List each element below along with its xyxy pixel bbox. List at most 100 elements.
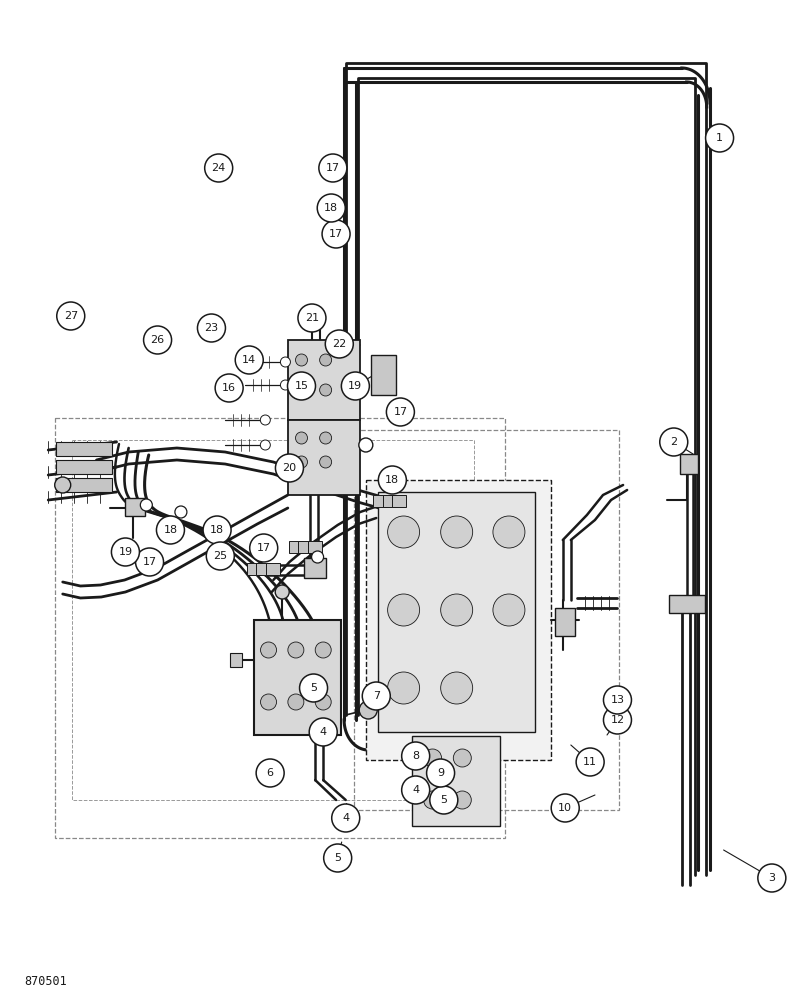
Circle shape (144, 326, 171, 354)
Bar (679, 454, 697, 474)
Circle shape (402, 742, 429, 770)
Circle shape (378, 466, 406, 494)
Text: 17: 17 (325, 163, 340, 173)
Circle shape (309, 718, 336, 746)
Circle shape (551, 794, 578, 822)
Bar (365, 480, 550, 760)
Circle shape (315, 642, 331, 658)
Circle shape (402, 776, 429, 804)
Circle shape (215, 374, 243, 402)
Circle shape (358, 438, 373, 452)
Text: 25: 25 (213, 551, 227, 561)
Text: 17: 17 (256, 543, 271, 553)
Bar (298, 541, 312, 553)
Text: 5: 5 (440, 795, 446, 805)
Circle shape (315, 694, 331, 710)
Text: 17: 17 (393, 407, 407, 417)
Text: 19: 19 (348, 381, 362, 391)
Text: 4: 4 (342, 813, 349, 823)
Circle shape (206, 542, 234, 570)
Circle shape (325, 330, 353, 358)
Text: 26: 26 (150, 335, 165, 345)
Bar (56, 460, 112, 474)
Text: 19: 19 (118, 547, 132, 557)
Circle shape (260, 694, 276, 710)
Bar (308, 541, 321, 553)
Text: 4: 4 (412, 785, 418, 795)
Circle shape (296, 354, 307, 366)
Text: 27: 27 (63, 311, 78, 321)
Circle shape (296, 432, 307, 444)
Bar (382, 495, 396, 507)
Circle shape (453, 791, 471, 809)
Text: 8: 8 (412, 751, 418, 761)
Circle shape (362, 682, 389, 710)
Circle shape (312, 551, 323, 563)
Text: 7: 7 (373, 691, 379, 701)
Circle shape (603, 706, 630, 734)
Circle shape (235, 346, 263, 374)
Circle shape (324, 844, 351, 872)
Circle shape (423, 791, 441, 809)
Circle shape (359, 701, 377, 719)
Text: 22: 22 (332, 339, 346, 349)
Circle shape (296, 456, 307, 468)
Text: 14: 14 (242, 355, 256, 365)
Text: 2: 2 (670, 437, 676, 447)
Text: 13: 13 (609, 695, 624, 705)
Circle shape (287, 642, 304, 658)
Circle shape (317, 194, 344, 222)
Text: 10: 10 (557, 803, 572, 813)
Circle shape (757, 864, 785, 892)
Text: 5: 5 (310, 683, 316, 693)
Bar (373, 495, 386, 507)
Circle shape (603, 686, 630, 714)
Circle shape (320, 354, 331, 366)
Circle shape (275, 585, 289, 599)
Bar (371, 355, 395, 395)
Circle shape (287, 372, 315, 400)
Text: 18: 18 (210, 525, 224, 535)
Bar (392, 495, 406, 507)
Circle shape (492, 594, 524, 626)
Bar (230, 653, 242, 667)
Circle shape (300, 674, 327, 702)
Circle shape (387, 594, 419, 626)
Bar (288, 541, 302, 553)
Bar (254, 620, 340, 735)
Bar (56, 478, 112, 492)
Circle shape (341, 372, 369, 400)
Circle shape (387, 672, 419, 704)
Circle shape (320, 432, 331, 444)
Bar (668, 595, 704, 613)
Bar (287, 340, 360, 420)
Circle shape (386, 398, 414, 426)
Circle shape (280, 357, 290, 367)
Text: 21: 21 (304, 313, 319, 323)
Circle shape (430, 786, 457, 814)
Text: 16: 16 (222, 383, 236, 393)
Circle shape (440, 672, 472, 704)
Circle shape (280, 380, 290, 390)
Bar (124, 498, 145, 516)
Text: 23: 23 (204, 323, 218, 333)
Text: 870501: 870501 (24, 975, 67, 988)
Bar (377, 492, 534, 732)
Bar (72, 440, 474, 800)
Text: 3: 3 (768, 873, 774, 883)
Bar (247, 563, 260, 575)
Circle shape (387, 516, 419, 548)
Text: 6: 6 (267, 768, 273, 778)
Text: 17: 17 (142, 557, 157, 567)
Text: 24: 24 (211, 163, 226, 173)
Circle shape (298, 304, 325, 332)
Circle shape (423, 749, 441, 767)
Text: 11: 11 (582, 757, 597, 767)
Circle shape (320, 456, 331, 468)
Circle shape (453, 749, 471, 767)
Circle shape (319, 154, 346, 182)
Circle shape (260, 415, 270, 425)
Text: 12: 12 (609, 715, 624, 725)
Text: 17: 17 (328, 229, 343, 239)
Circle shape (203, 516, 230, 544)
